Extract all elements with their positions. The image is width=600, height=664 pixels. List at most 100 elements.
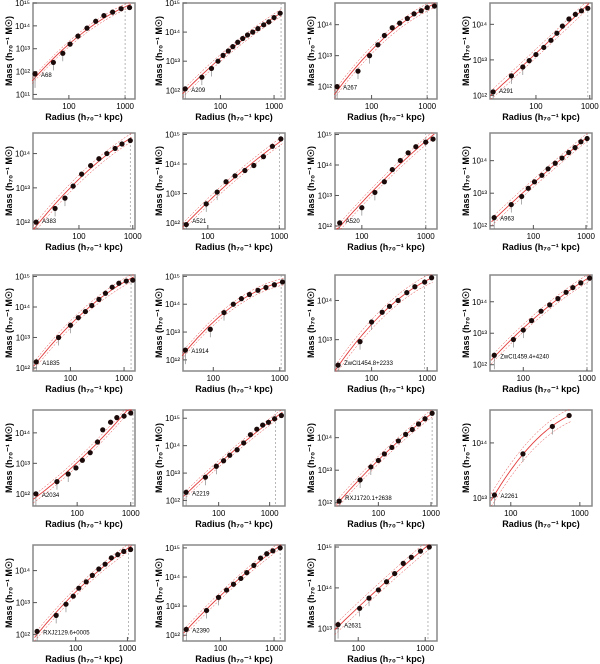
data-point [241,440,247,446]
data-point [101,12,107,19]
x-tick-label: 1000 [417,232,435,241]
data-point [255,287,261,293]
y-axis-label: Mass (h₇₀⁻¹ M☉) [154,16,164,86]
y-tick-label: 10¹² [166,86,181,95]
cluster-name-label: A209 [191,88,206,94]
x-tick-label: 100 [355,232,369,241]
panel-a520: 100 1000 10¹² 10¹³ 10¹⁴ 10¹⁵ Radius (h₇₀⁻¹ kpc… [306,131,438,252]
data-point [424,5,430,11]
x-tick-label: 100 [372,509,386,518]
data-point [526,58,532,64]
x-tick-label: 1000 [124,232,142,241]
data-point [491,492,498,498]
panel-a383: 100 1000 10¹² 10¹³ 10¹⁴ Radius (h₇₀⁻¹ kpc) Mas… [4,132,142,252]
y-tick-label: 10¹³ [473,189,488,198]
data-point [79,171,85,177]
data-point [55,334,62,341]
data-point [491,215,497,221]
data-point [375,42,381,48]
x-axis-label: Radius (h₇₀⁻¹ kpc) [347,242,424,252]
y-tick-label: 10¹³ [166,602,181,611]
data-point [559,23,565,29]
x-axis-label: Radius (h₇₀⁻¹ kpc) [45,242,122,252]
y-tick-label: 10¹⁴ [165,160,181,169]
cluster-name-label: RXJ2129.6+0005 [43,630,90,636]
y-tick-label: 10¹³ [166,328,181,337]
data-point [386,303,393,309]
y-tick-label: 10¹⁴ [317,434,333,443]
data-point [118,6,124,12]
cluster-name-label: A267 [343,86,358,92]
data-point [108,555,114,561]
data-point [100,427,106,433]
data-point [244,32,251,38]
x-tick-label: 1000 [418,102,436,111]
y-tick-label: 10¹⁴ [165,28,181,37]
panel-zwcl1454-8-2233: 100 1000 10¹³ 10¹⁴ Radius (h₇₀⁻¹ kpc) Mass (h… [306,274,438,394]
plot-frame [489,132,593,230]
data-point [183,489,189,495]
data-point [251,562,257,568]
fit-line [183,544,282,634]
data-point [220,458,227,464]
y-tick-label: 10¹³ [473,56,488,65]
data-point [586,275,593,281]
fit-upper-bound [336,409,434,501]
x-tick-label: 1000 [261,509,279,518]
x-tick-label: 100 [214,102,228,111]
data-point [538,308,544,314]
panel-a2631: 100 1000 10¹³ 10¹⁴ 10¹⁵ Radius (h₇₀⁻¹ kpc) Mas… [306,543,438,664]
data-point [277,545,283,551]
x-axis-label: Radius (h₇₀⁻¹ kpc) [502,384,579,394]
data-point [33,359,39,365]
data-point [372,189,378,196]
data-point [62,195,68,201]
y-tick-label: 10¹³ [318,466,333,475]
y-axis-label: Mass (h₇₀⁻¹ M☉) [4,423,14,493]
data-point [395,438,401,444]
fit-lower-bound [336,416,434,507]
data-point [250,29,256,35]
y-tick-label: 10¹⁴ [317,161,333,170]
cluster-name-label: A291 [499,89,514,95]
data-point [70,183,76,189]
data-point [257,555,264,561]
y-tick-label: 10¹² [16,68,31,77]
data-point [383,579,390,585]
fit-line [181,281,284,357]
y-axis-label: Mass (h₇₀⁻¹ M☉) [4,558,14,628]
data-point [413,144,419,150]
y-tick-label: 10¹³ [318,191,333,200]
data-point [230,301,236,307]
cluster-name-label: RXJ1720.1+2638 [345,496,392,502]
y-axis-label: Mass (h₇₀⁻¹ M☉) [306,146,316,216]
data-point [110,9,116,15]
data-point [246,291,253,298]
x-tick-label: 1000 [422,509,440,518]
panel-zwcl1459-4-4240: 100 1000 10¹² 10¹³ 10¹⁴ Radius (h₇₀⁻¹ kpc) Mas… [461,274,596,394]
plot-frame [32,132,136,230]
data-point [554,30,560,36]
y-tick-label: 10¹³ [16,599,31,608]
data-point [220,52,226,58]
data-point [83,579,89,585]
x-tick-label: 1000 [116,102,134,111]
data-point [263,284,269,291]
data-point [223,587,230,593]
y-tick-label: 10¹³ [318,625,333,634]
data-point [107,419,114,425]
data-point [490,89,496,95]
y-tick-label: 10¹⁴ [317,296,333,305]
data-point [334,84,340,90]
data-point [214,189,220,195]
plot-frame [334,274,438,372]
data-point [381,451,387,457]
data-point [539,172,545,178]
x-tick-label: 1000 [265,644,283,653]
x-tick-label: 1000 [115,374,133,383]
x-tick-label: 1000 [418,374,436,383]
y-axis-label: Mass (h₇₀⁻¹ M☉) [306,423,316,493]
data-point [409,426,415,433]
y-tick-label: 10¹² [473,91,488,100]
data-point [93,18,99,24]
